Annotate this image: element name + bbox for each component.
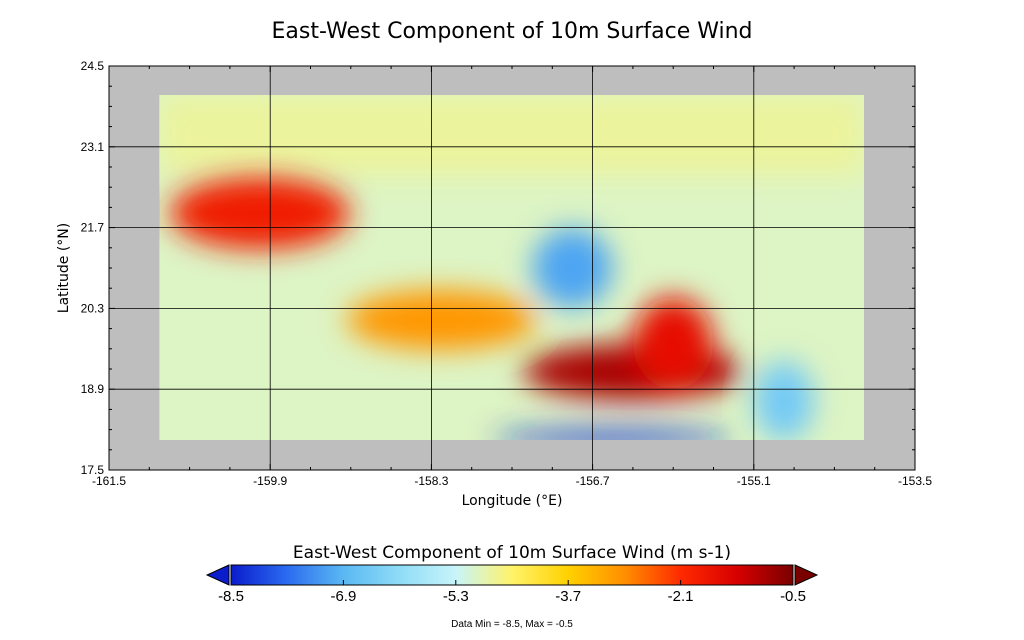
y-tick-label: 21.7 [81, 221, 105, 235]
x-tick-label: -161.5 [92, 474, 126, 488]
y-axis-label: Latitude (°N) [56, 223, 72, 313]
colorbar-tick-label: -8.5 [218, 588, 244, 605]
colorbar-tick-label: -5.3 [443, 588, 469, 605]
field-feature [346, 289, 537, 350]
x-tick-label: -159.9 [253, 474, 287, 488]
field-feature [754, 360, 815, 440]
data-range-note: Data Min = -8.5, Max = -0.5 [451, 619, 573, 630]
colorbar-title: East-West Component of 10m Surface Wind … [293, 543, 731, 563]
field-north-band [159, 95, 864, 175]
x-axis-label: Longitude (°E) [462, 493, 563, 509]
x-tick-label: -156.7 [576, 474, 610, 488]
chart-title: East-West Component of 10m Surface Wind [271, 19, 752, 44]
x-tick-label: -155.1 [737, 474, 771, 488]
y-tick-label: 23.1 [81, 140, 105, 154]
colorbar-max-arrow [794, 564, 819, 586]
field-feature [532, 228, 613, 308]
colorbar-tick-label: -0.5 [780, 588, 806, 605]
y-tick-label: 24.5 [81, 59, 105, 73]
heatmap-field [159, 95, 864, 440]
colorbar-tick-label: -6.9 [330, 588, 356, 605]
y-tick-label: 17.5 [81, 463, 105, 477]
x-tick-label: -153.5 [898, 474, 932, 488]
colorbar-min-arrow [205, 564, 230, 586]
axis-ticks: -161.5 -159.9 -158.3 -156.7 -155.1 -153.5 24.5… [81, 59, 933, 488]
x-tick-label: -158.3 [414, 474, 448, 488]
colorbar-gradient [230, 564, 794, 586]
y-tick-label: 18.9 [81, 382, 105, 396]
field-feature [170, 177, 351, 250]
y-tick-label: 20.3 [81, 301, 105, 315]
colorbar: -8.5 -6.9 -5.3 -3.7 -2.1 -0.5 [205, 564, 819, 605]
field-feature [633, 297, 714, 390]
colorbar-tick-label: -3.7 [555, 588, 581, 605]
field-feature [492, 430, 733, 440]
colorbar-tick-label: -2.1 [668, 588, 694, 605]
